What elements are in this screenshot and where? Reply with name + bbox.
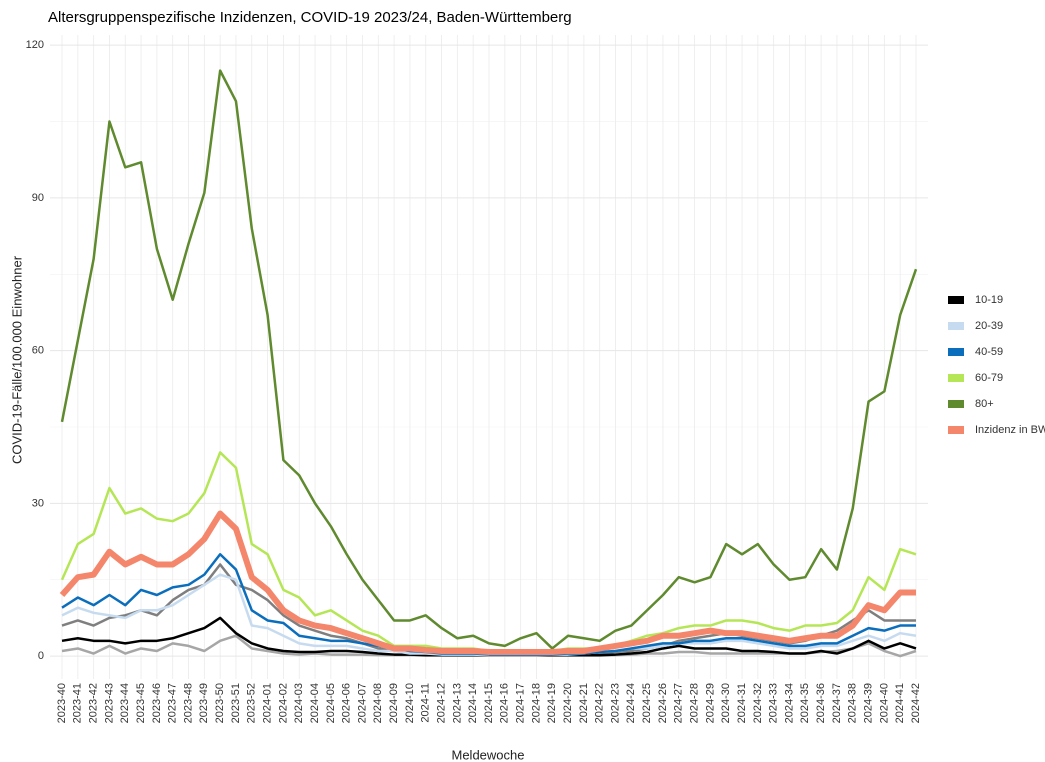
series-line: [60, 69, 918, 650]
x-tick-label: 2024-27: [673, 683, 685, 723]
x-tick-label: 2024-14: [467, 683, 479, 723]
legend-label: 40-59: [975, 346, 1003, 358]
x-tick-label: 2024-15: [483, 683, 495, 723]
x-tick-label: 2024-37: [831, 683, 843, 723]
x-tick-label: 2023-51: [230, 683, 242, 723]
y-tick-label: 120: [26, 39, 44, 51]
x-tick-label: 2024-22: [594, 683, 606, 723]
x-tick-label: 2024-38: [847, 683, 859, 723]
x-tick-label: 2024-13: [451, 683, 463, 723]
x-tick-label: 2023-43: [103, 683, 115, 723]
x-tick-label: 2024-23: [609, 683, 621, 723]
y-axis-title: COVID-19-Fälle/100.000 Einwohner: [9, 255, 24, 464]
chart-title: Altersgruppenspezifische Inzidenzen, COV…: [48, 9, 572, 26]
x-tick-label: 2024-08: [372, 683, 384, 723]
x-tick-label: 2024-12: [435, 683, 447, 723]
x-tick-label: 2024-16: [499, 683, 511, 723]
legend-key: [948, 426, 964, 434]
x-tick-label: 2024-03: [293, 683, 305, 723]
x-tick-label: 2024-05: [325, 683, 337, 723]
x-tick-label: 2024-41: [894, 683, 906, 723]
x-tick-label: 2024-35: [799, 683, 811, 723]
x-tick-label: 2024-29: [704, 683, 716, 723]
legend-label: 20-39: [975, 320, 1003, 332]
x-tick-label: 2023-45: [135, 683, 147, 723]
legend-key: [948, 322, 964, 330]
x-tick-label: 2023-42: [88, 683, 100, 723]
x-tick-label: 2024-04: [309, 683, 321, 723]
x-tick-label: 2024-02: [277, 683, 289, 723]
x-tick-label: 2024-17: [515, 683, 527, 723]
x-axis-title: Meldewoche: [452, 747, 525, 762]
x-tick-label: 2024-36: [815, 683, 827, 723]
x-tick-label: 2024-26: [657, 683, 669, 723]
x-tick-label: 2024-11: [420, 683, 432, 723]
x-tick-label: 2023-52: [246, 683, 258, 723]
x-tick-label: 2024-40: [878, 683, 890, 723]
x-tick-label: 2023-46: [151, 683, 163, 723]
legend-key: [948, 348, 964, 356]
x-tick-label: 2024-33: [768, 683, 780, 723]
x-tick-label: 2024-21: [578, 683, 590, 723]
series-line: [59, 510, 916, 656]
x-tick-label: 2024-34: [783, 683, 795, 723]
legend-key: [948, 374, 964, 382]
legend-label: 60-79: [975, 372, 1003, 384]
x-tick-label: 2024-20: [562, 683, 574, 723]
x-tick-label: 2024-24: [625, 683, 637, 723]
x-tick-label: 2024-09: [388, 683, 400, 723]
x-tick-label: 2024-10: [404, 683, 416, 723]
y-tick-label: 0: [38, 650, 44, 662]
x-tick-label: 2023-50: [214, 683, 226, 723]
x-tick-label: 2024-39: [862, 683, 874, 723]
x-tick-label: 2024-30: [720, 683, 732, 723]
x-tick-label: 2024-25: [641, 683, 653, 723]
x-tick-label: 2024-06: [341, 683, 353, 723]
legend-label: Inzidenz in BW: [975, 424, 1045, 436]
x-tick-label: 2024-42: [910, 683, 922, 723]
x-tick-label: 2023-44: [119, 683, 131, 723]
x-tick-label: 2024-01: [261, 683, 273, 723]
x-tick-label: 2024-32: [752, 683, 764, 723]
x-tick-label: 2023-40: [56, 683, 68, 723]
legend-label: 10-19: [975, 294, 1003, 306]
legend-key: [948, 296, 964, 304]
x-tick-label: 2024-31: [736, 683, 748, 723]
x-tick-label: 2024-07: [356, 683, 368, 723]
y-tick-label: 60: [32, 345, 44, 357]
x-tick-label: 2024-28: [688, 683, 700, 723]
legend-key: [948, 400, 964, 408]
y-tick-label: 90: [32, 192, 44, 204]
y-tick-label: 30: [32, 497, 44, 509]
x-tick-label: 2024-18: [530, 683, 542, 723]
x-tick-label: 2023-41: [72, 683, 84, 723]
x-tick-label: 2023-48: [182, 683, 194, 723]
x-tick-label: 2023-49: [198, 683, 210, 723]
x-tick-label: 2023-47: [167, 683, 179, 723]
x-tick-label: 2024-19: [546, 683, 558, 723]
legend-label: 80+: [975, 398, 994, 410]
